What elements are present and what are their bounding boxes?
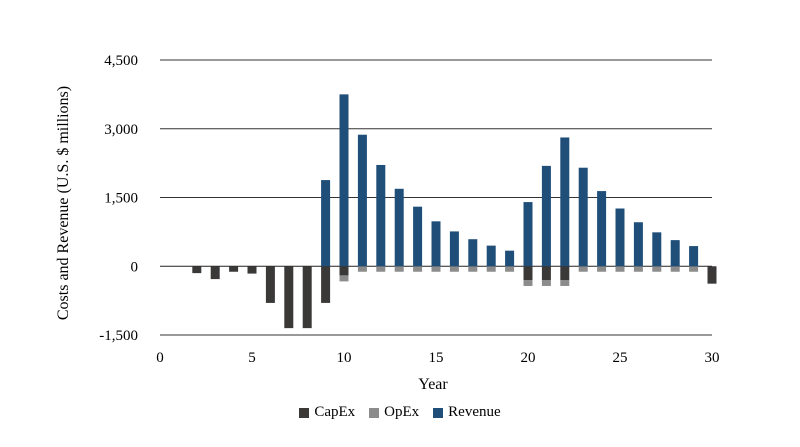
x-tick-label: 15 — [429, 350, 444, 366]
bar-revenue-year-14 — [413, 206, 423, 267]
x-tick-label: 20 — [521, 350, 536, 366]
bar-revenue-year-23 — [578, 167, 588, 267]
x-tick-label: 30 — [705, 350, 720, 366]
bar-revenue-year-10 — [339, 94, 349, 267]
bars — [192, 94, 717, 329]
bar-capex-year-2 — [192, 266, 202, 274]
bar-revenue-year-16 — [449, 231, 459, 267]
bar-revenue-year-26 — [633, 222, 643, 267]
legend-label: CapEx — [314, 404, 356, 420]
bar-opex-year-23 — [578, 266, 588, 272]
bar-opex-year-18 — [486, 266, 496, 272]
bar-capex-year-30 — [707, 266, 717, 284]
bar-capex-year-4 — [229, 266, 239, 272]
bar-capex-year-3 — [210, 266, 220, 280]
bar-opex-year-29 — [689, 266, 699, 272]
bar-opex-year-19 — [505, 266, 515, 272]
bar-opex-year-27 — [652, 266, 662, 272]
bar-revenue-year-29 — [689, 246, 699, 267]
bar-revenue-year-17 — [468, 239, 478, 267]
bar-capex-year-7 — [284, 266, 294, 329]
bar-revenue-year-20 — [523, 202, 533, 267]
bar-opex-year-26 — [633, 266, 643, 272]
bar-capex-year-9 — [321, 266, 331, 303]
legend-swatch — [369, 407, 380, 418]
bar-revenue-year-28 — [670, 240, 680, 267]
bar-capex-year-10 — [339, 266, 349, 276]
legend-item-opex: OpEx — [369, 404, 419, 421]
bar-capex-year-20 — [523, 266, 533, 280]
bar-revenue-year-24 — [597, 191, 607, 267]
bar-capex-year-21 — [541, 266, 551, 280]
bar-revenue-year-15 — [431, 221, 441, 267]
legend-item-revenue: Revenue — [433, 404, 501, 421]
bar-opex-year-16 — [449, 266, 459, 272]
bar-capex-year-22 — [560, 266, 570, 280]
legend-label: OpEx — [384, 404, 420, 420]
bar-opex-year-24 — [597, 266, 607, 272]
x-tick-label: 10 — [337, 350, 352, 366]
bar-revenue-year-25 — [615, 208, 625, 267]
bar-capex-year-5 — [247, 266, 257, 274]
bar-capex-year-8 — [302, 266, 312, 329]
bar-opex-year-20 — [523, 280, 533, 286]
bar-revenue-year-11 — [357, 134, 367, 267]
y-tick-label: 0 — [131, 259, 139, 275]
bar-opex-year-17 — [468, 266, 478, 272]
bar-opex-year-25 — [615, 266, 625, 272]
bar-revenue-year-12 — [376, 164, 386, 267]
legend: CapEx OpEx Revenue — [0, 404, 800, 421]
bar-opex-year-21 — [541, 280, 551, 286]
legend-swatch — [433, 407, 444, 418]
bar-revenue-year-18 — [486, 245, 496, 267]
bar-revenue-year-27 — [652, 232, 662, 267]
y-tick-label: 1,500 — [104, 191, 138, 207]
x-axis-title: Year — [418, 376, 448, 393]
bar-opex-year-11 — [357, 266, 367, 272]
bar-opex-year-10 — [339, 275, 349, 282]
gridlines — [160, 59, 712, 336]
bar-opex-year-12 — [376, 266, 386, 272]
x-tick-labels: 0 5 10 15 20 25 30 — [156, 350, 719, 366]
bar-revenue-year-22 — [560, 137, 570, 267]
x-tick-label: 0 — [156, 350, 164, 366]
y-tick-label: -1,500 — [99, 328, 138, 344]
bar-revenue-year-19 — [505, 250, 515, 267]
bar-opex-year-13 — [394, 266, 404, 272]
bar-revenue-year-21 — [541, 165, 551, 267]
bar-opex-year-14 — [413, 266, 423, 272]
y-axis-title: Costs and Revenue (U.S. $ millions) — [55, 86, 72, 320]
y-tick-label: 4,500 — [104, 53, 138, 69]
bar-opex-year-22 — [560, 280, 570, 286]
legend-item-capex: CapEx — [299, 404, 355, 421]
bar-revenue-year-9 — [321, 180, 331, 267]
bar-revenue-year-13 — [394, 188, 404, 267]
x-tick-label: 25 — [613, 350, 628, 366]
bar-capex-year-6 — [265, 266, 275, 303]
legend-label: Revenue — [448, 404, 501, 420]
bar-opex-year-28 — [670, 266, 680, 272]
y-tick-labels: -1,500 0 1,500 3,000 4,500 — [99, 53, 138, 344]
y-tick-label: 3,000 — [104, 122, 138, 138]
x-tick-label: 5 — [248, 350, 256, 366]
bar-opex-year-15 — [431, 266, 441, 272]
legend-swatch — [299, 407, 310, 418]
